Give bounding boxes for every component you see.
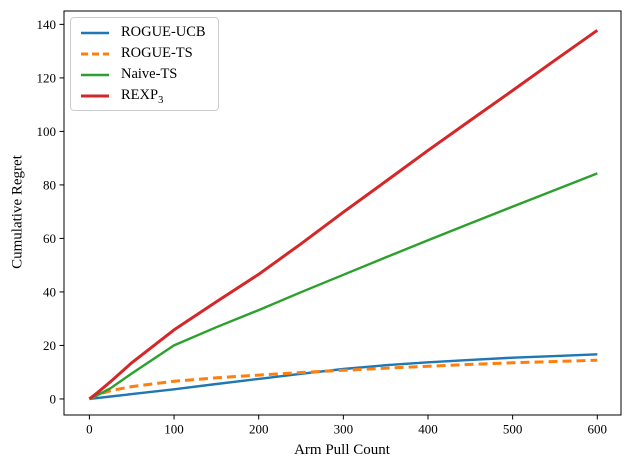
series-line-naive-ts	[88, 172, 598, 400]
series-line-rexp3	[88, 29, 599, 401]
series-line-rogue-ucb	[89, 353, 598, 401]
y-tick-label: 120	[37, 70, 57, 85]
legend-label-subscript: 3	[158, 94, 164, 106]
y-tick-label: 60	[43, 231, 56, 246]
legend-label-text: Naive-TS	[121, 66, 178, 82]
legend-label-rexp3: REXP3	[121, 87, 164, 106]
x-tick-label: 300	[334, 422, 354, 437]
legend-label-text: REXP	[121, 87, 159, 103]
legend-label-rogue-ucb: ROGUE-UCB	[121, 24, 206, 41]
legend: ROGUE-UCB ROGUE-TS Naive-TS REXP3	[70, 17, 219, 111]
x-tick-label: 200	[249, 422, 269, 437]
legend-item-rogue-ts: ROGUE-TS	[80, 43, 206, 64]
y-tick-label: 0	[50, 391, 57, 406]
legend-label-rogue-ts: ROGUE-TS	[121, 45, 193, 62]
legend-label-text: ROGUE-UCB	[121, 24, 206, 40]
x-tick-label: 600	[588, 422, 608, 437]
legend-swatch-rogue-ts	[81, 52, 109, 55]
y-tick-label: 80	[43, 177, 56, 192]
x-tick-label: 0	[86, 422, 93, 437]
y-tick-label: 20	[43, 338, 56, 353]
legend-swatch-rexp3	[81, 94, 109, 97]
x-axis-label: Arm Pull Count	[294, 442, 390, 458]
y-tick-label: 140	[37, 17, 57, 32]
legend-swatch-rogue-ucb	[81, 31, 109, 34]
x-tick-label: 500	[503, 422, 523, 437]
y-axis-label: Cumulative Regret	[9, 155, 26, 269]
legend-item-rogue-ucb: ROGUE-UCB	[80, 22, 206, 43]
x-tick-label: 100	[164, 422, 184, 437]
x-tick-label: 400	[418, 422, 438, 437]
legend-label-text: ROGUE-TS	[121, 45, 193, 61]
legend-swatch-naive-ts	[81, 73, 109, 76]
y-tick-label: 100	[37, 124, 57, 139]
series-line-rogue-ts	[88, 358, 598, 401]
plot-border	[63, 10, 622, 416]
legend-item-naive-ts: Naive-TS	[80, 64, 206, 85]
legend-label-naive-ts: Naive-TS	[121, 66, 177, 83]
legend-item-rexp3: REXP3	[80, 85, 206, 106]
y-tick-label: 40	[43, 284, 56, 299]
